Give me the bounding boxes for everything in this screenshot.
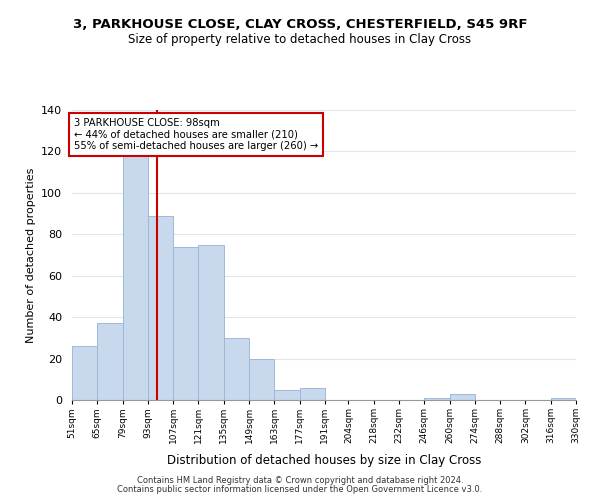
- Bar: [449, 394, 475, 400]
- Bar: [72, 346, 97, 400]
- Bar: [199, 244, 224, 400]
- Bar: [148, 216, 173, 400]
- Bar: [551, 398, 576, 400]
- Y-axis label: Number of detached properties: Number of detached properties: [26, 168, 35, 342]
- Bar: [224, 338, 249, 400]
- Bar: [299, 388, 325, 400]
- Bar: [274, 390, 299, 400]
- Bar: [249, 358, 274, 400]
- Bar: [122, 156, 148, 400]
- Text: Size of property relative to detached houses in Clay Cross: Size of property relative to detached ho…: [128, 32, 472, 46]
- Text: Contains public sector information licensed under the Open Government Licence v3: Contains public sector information licen…: [118, 485, 482, 494]
- Bar: [173, 246, 199, 400]
- Text: 3, PARKHOUSE CLOSE, CLAY CROSS, CHESTERFIELD, S45 9RF: 3, PARKHOUSE CLOSE, CLAY CROSS, CHESTERF…: [73, 18, 527, 30]
- Text: Contains HM Land Registry data © Crown copyright and database right 2024.: Contains HM Land Registry data © Crown c…: [137, 476, 463, 485]
- X-axis label: Distribution of detached houses by size in Clay Cross: Distribution of detached houses by size …: [167, 454, 481, 468]
- Text: 3 PARKHOUSE CLOSE: 98sqm
← 44% of detached houses are smaller (210)
55% of semi-: 3 PARKHOUSE CLOSE: 98sqm ← 44% of detach…: [74, 118, 318, 152]
- Bar: [424, 398, 449, 400]
- Bar: [97, 324, 122, 400]
